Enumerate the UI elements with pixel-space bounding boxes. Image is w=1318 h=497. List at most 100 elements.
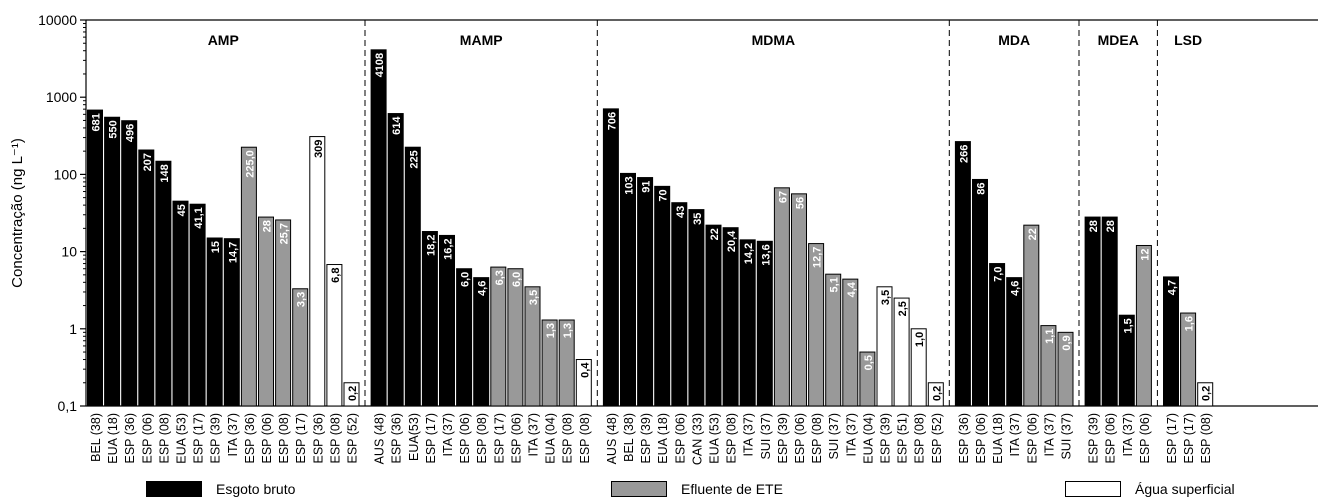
bar-amp-1 [104,116,121,407]
x-tick-label: ESP (06) [260,413,274,464]
bar-value-label: 7,0 [993,267,1005,282]
x-tick-label: ITA (37) [1121,413,1135,457]
bar-value-label: 706 [606,112,618,130]
bar-mdma-15 [859,351,876,407]
x-tick-label: ESP (17) [294,413,308,464]
bar-mamp-5 [456,268,473,407]
legend-swatch-efluente-de-ete [611,481,667,497]
x-tick-label: ESP (36) [390,413,404,464]
x-tick-label: ITA (37) [441,413,455,457]
x-tick-label: ESP (06) [673,413,687,464]
bar-value-label: 2,5 [897,301,909,316]
bar-value-label: 614 [391,116,403,135]
x-tick-label: EUA (18) [106,413,120,464]
bar-mdea-0 [1084,216,1101,407]
x-tick-label: ESP (17) [1182,413,1196,464]
bar-mdea-2 [1118,314,1135,407]
legend-label-esgoto-bruto: Esgoto bruto [216,481,296,497]
bar-mdma-2 [637,177,654,407]
bar-mdma-16 [876,286,893,407]
x-tick-label: ESP (06) [509,413,523,464]
x-tick-label: ESP (06) [140,413,154,464]
x-tick-label: AUS (48) [373,413,387,464]
bar-value-label: 35 [692,213,704,225]
bar-mdma-1 [620,172,636,407]
y-tick-label: 1 [69,321,77,337]
bar-value-label: 6,3 [494,270,506,285]
bar-amp-9 [240,146,257,407]
x-tick-label: ESP (52) [930,413,944,464]
x-tick-label: SUI (37) [827,413,841,460]
bar-mda-1 [972,178,988,407]
group-title-mdma: MDMA [752,32,796,48]
bar-value-label: 550 [108,120,120,138]
x-tick-label: ESP (36) [123,413,137,464]
bar-mda-0 [954,141,971,407]
bar-mamp-1 [387,113,404,407]
legend-item-esgoto-bruto: Esgoto bruto [146,481,295,497]
bar-value-label: 16,2 [443,238,455,259]
x-tick-label: ESP (06) [1138,413,1152,464]
bar-amp-6 [189,203,206,407]
group-title-mdea: MDEA [1098,32,1139,48]
x-tick-label: ESP (51) [896,413,910,464]
bar-mamp-7 [490,266,507,407]
x-tick-label: ITA (37) [1042,413,1056,457]
bar-value-label: 0,4 [579,362,591,378]
x-tick-label: EUA (04) [544,413,558,464]
x-tick-label: ESP (36) [957,413,971,464]
x-tick-label: EUA (18) [656,413,670,464]
bar-lsd-1 [1180,312,1197,407]
bar-value-label: 0,5 [863,355,875,370]
x-tick-label: ESP (08) [578,413,592,464]
bar-mda-2 [989,263,1006,407]
x-tick-label: CAN (33) [690,413,704,465]
x-tick-label: ESP (06) [1104,413,1118,464]
x-tick-label: ITA (37) [844,413,858,457]
bar-value-label: 309 [313,140,325,158]
x-tick-label: ESP (08) [561,413,575,464]
bar-value-label: 22 [1027,228,1039,240]
bar-value-label: 103 [624,176,636,194]
x-tick-label: ITA (37) [1008,413,1022,457]
x-tick-label: ITA (37) [742,413,756,457]
group-title-amp: AMP [208,32,239,48]
x-tick-label: ESP (06) [1025,413,1039,464]
y-tick-label: 10 [61,244,77,260]
bar-lsd-2 [1197,382,1214,407]
bar-value-label: 6,0 [460,272,472,287]
bar-mdma-11 [791,193,807,407]
x-tick-label: EUA (18) [991,413,1005,464]
bar-value-label: 56 [795,197,807,209]
bar-value-label: 25,7 [279,223,291,244]
bar-mamp-8 [507,268,524,407]
bar-value-label: 12 [1139,248,1151,260]
x-tick-label: ESP (06) [974,413,988,464]
x-tick-label: ESP (39) [879,413,893,464]
group-title-lsd: LSD [1174,32,1202,48]
bar-value-label: 28 [262,220,274,232]
bar-mdma-10 [773,187,790,407]
bar-lsd-0 [1163,276,1179,407]
x-tick-label: EUA (53) [175,413,189,464]
bar-mamp-4 [439,234,455,407]
bar-mdma-12 [808,243,825,407]
bar-value-label: 3,5 [528,290,540,305]
bar-mdma-13 [825,273,842,407]
bar-amp-0 [87,109,103,407]
bar-mdma-7 [722,227,739,407]
legend-swatch-esgoto-bruto [146,481,202,497]
bar-value-label: 4,4 [846,281,858,297]
x-tick-label: EUA (04) [861,413,875,464]
x-tick-label: ESP (17) [424,413,438,464]
x-tick-label: ESP (36) [243,413,257,464]
bar-value-label: 5,1 [829,277,841,292]
bar-value-label: 0,2 [1201,386,1213,401]
x-tick-label: ITA (37) [527,413,541,457]
bar-mdma-5 [688,209,705,407]
bar-value-label: 28 [1105,220,1117,232]
bar-amp-14 [326,264,343,407]
bar-mdma-0 [602,108,619,407]
bar-value-label: 6,8 [330,268,342,283]
x-tick-label: ESP (08) [1199,413,1213,464]
